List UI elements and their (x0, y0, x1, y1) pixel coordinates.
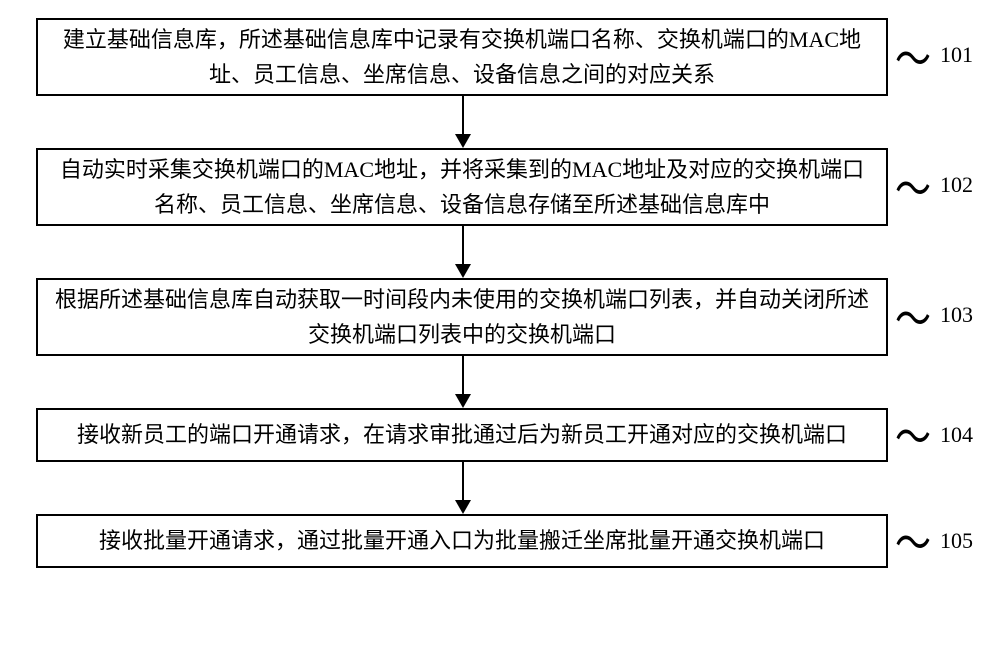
step-text: 根据所述基础信息库自动获取一时间段内未使用的交换机端口列表，并自动关闭所述交换机… (54, 282, 870, 352)
arrow-line (462, 462, 464, 502)
step-box-102: 自动实时采集交换机端口的MAC地址，并将采集到的MAC地址及对应的交换机端口名称… (36, 148, 888, 226)
connector-tilde-icon: 〜 (895, 22, 931, 90)
step-box-105: 接收批量开通请求，通过批量开通入口为批量搬迁坐席批量开通交换机端口 (36, 514, 888, 568)
arrow-head-icon (455, 134, 471, 148)
arrow-head-icon (455, 264, 471, 278)
step-text: 接收新员工的端口开通请求，在请求审批通过后为新员工开通对应的交换机端口 (77, 417, 847, 452)
step-label-102: 102 (940, 172, 973, 198)
step-box-104: 接收新员工的端口开通请求，在请求审批通过后为新员工开通对应的交换机端口 (36, 408, 888, 462)
arrow-head-icon (455, 500, 471, 514)
connector-tilde-icon: 〜 (895, 400, 931, 468)
arrow-head-icon (455, 394, 471, 408)
step-text: 自动实时采集交换机端口的MAC地址，并将采集到的MAC地址及对应的交换机端口名称… (54, 152, 870, 222)
arrow-line (462, 226, 464, 266)
connector-tilde-icon: 〜 (895, 282, 931, 350)
step-text: 接收批量开通请求，通过批量开通入口为批量搬迁坐席批量开通交换机端口 (99, 523, 825, 558)
step-text: 建立基础信息库，所述基础信息库中记录有交换机端口名称、交换机端口的MAC地址、员… (54, 22, 870, 92)
connector-tilde-icon: 〜 (895, 506, 931, 574)
step-box-103: 根据所述基础信息库自动获取一时间段内未使用的交换机端口列表，并自动关闭所述交换机… (36, 278, 888, 356)
arrow-line (462, 356, 464, 396)
flowchart-canvas: 建立基础信息库，所述基础信息库中记录有交换机端口名称、交换机端口的MAC地址、员… (0, 0, 1000, 647)
connector-tilde-icon: 〜 (895, 152, 931, 220)
step-label-105: 105 (940, 528, 973, 554)
step-label-101: 101 (940, 42, 973, 68)
arrow-line (462, 96, 464, 136)
step-box-101: 建立基础信息库，所述基础信息库中记录有交换机端口名称、交换机端口的MAC地址、员… (36, 18, 888, 96)
step-label-103: 103 (940, 302, 973, 328)
step-label-104: 104 (940, 422, 973, 448)
